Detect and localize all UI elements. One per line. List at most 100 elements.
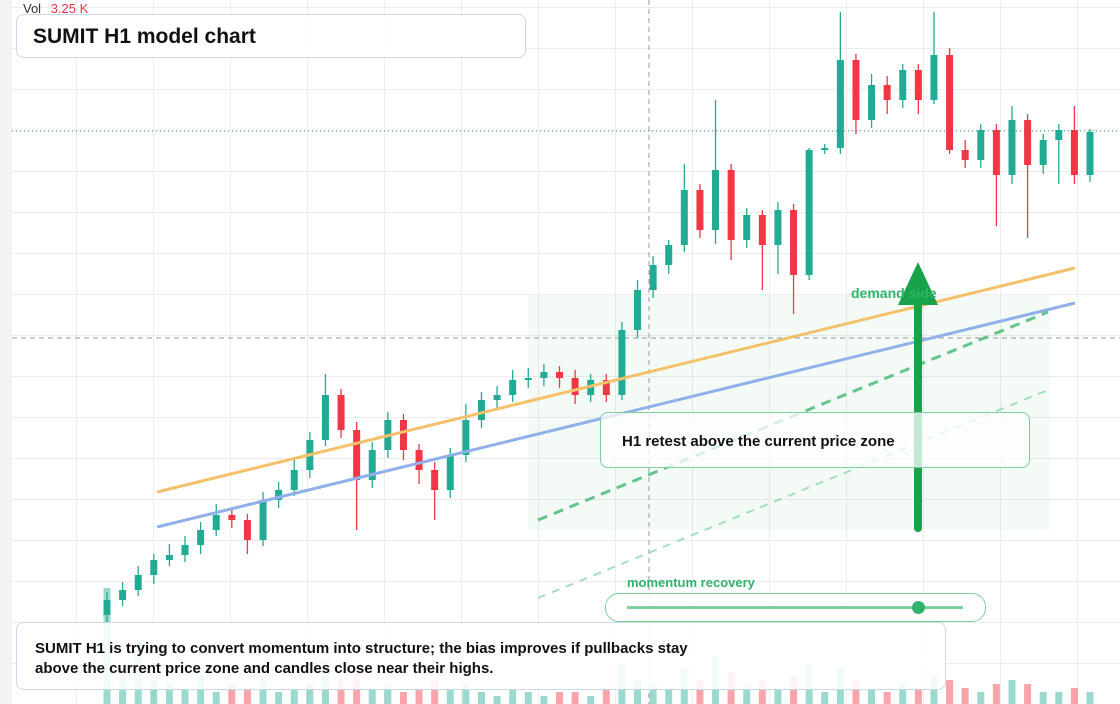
volume-bar (399, 692, 407, 704)
volume-bar (1039, 692, 1047, 704)
candle-body (805, 150, 813, 275)
volume-bar (243, 688, 251, 704)
candle-body (946, 55, 954, 150)
candle-body (618, 330, 626, 395)
candle-body (431, 470, 439, 490)
candle-body (399, 420, 407, 450)
candle-body (977, 130, 985, 160)
volume-bar (415, 688, 423, 704)
volume-bar (883, 692, 891, 704)
arrow-head (898, 262, 938, 305)
zone-label: demand side (851, 285, 937, 301)
candle-body (197, 530, 205, 545)
volume-bar (852, 680, 860, 704)
candle-body (634, 290, 642, 330)
candle-body (571, 378, 579, 395)
candle-body (150, 560, 158, 575)
candle-body (1024, 120, 1032, 165)
momentum-slider (605, 593, 986, 622)
volume-name: Vol (23, 1, 42, 16)
summary-box: SUMIT H1 is trying to convert momentum i… (16, 622, 946, 690)
candle-body (727, 170, 735, 240)
volume-bar (524, 692, 532, 704)
volume-legend: Vol 3.25 K (23, 1, 88, 16)
candle-body (415, 450, 423, 470)
chart-title: SUMIT H1 model chart (33, 25, 256, 48)
candle-body (712, 170, 720, 230)
candle-body (992, 130, 1000, 175)
retest-box: H1 retest above the current price zone (600, 412, 1030, 468)
volume-bar (571, 692, 579, 704)
volume-bar (1024, 684, 1032, 704)
candle-body (914, 70, 922, 100)
candle-body (1086, 132, 1094, 175)
slider-knob (912, 601, 925, 614)
candle-body (181, 545, 189, 555)
channel-line-lower (537, 389, 1049, 599)
summary-text: SUMIT H1 is trying to convert momentum i… (35, 640, 688, 677)
volume-bar (509, 688, 517, 704)
candle-body (680, 190, 688, 245)
candle-body (649, 265, 657, 290)
volume-bar (758, 680, 766, 704)
candle-body (836, 60, 844, 148)
candle-body (446, 455, 454, 490)
volume-bar (992, 684, 1000, 704)
volume-bar (977, 692, 985, 704)
candle-body (899, 70, 907, 100)
candle-body (477, 400, 485, 420)
volume-bar (540, 696, 548, 704)
candle-body (696, 190, 704, 230)
candle-body (1039, 140, 1047, 165)
volume-bar (555, 692, 563, 704)
candle-body (462, 420, 470, 455)
candle-body (493, 395, 501, 400)
candle-body (602, 380, 610, 395)
volume-bar (477, 692, 485, 704)
candle-body (165, 555, 173, 560)
candle-body (961, 150, 969, 160)
candle-body (1070, 130, 1078, 175)
candle-body (228, 515, 236, 520)
candle-body (821, 148, 829, 150)
candle-body (1055, 130, 1063, 140)
volume-bar (634, 680, 642, 704)
candle-body (119, 590, 127, 600)
volume-bar (665, 688, 673, 704)
candle-body (555, 372, 563, 378)
volume-bar (181, 688, 189, 704)
candles (103, 12, 1094, 624)
candle-body (321, 395, 329, 440)
volume-bar (914, 688, 922, 704)
volume-bar (368, 688, 376, 704)
candle-body (259, 500, 267, 540)
momentum-label: momentum recovery (627, 575, 755, 590)
volume-bar (462, 684, 470, 704)
volume-bar (821, 692, 829, 704)
volume-bar (275, 692, 283, 704)
candle-body (930, 55, 938, 100)
candle-body (868, 85, 876, 120)
volume-bar (1086, 692, 1094, 704)
volume-bar (431, 680, 439, 704)
volume-bar (790, 676, 798, 704)
candle-body (243, 520, 251, 540)
slider-track (627, 606, 963, 609)
volume-bar (946, 680, 954, 704)
candle-body (1008, 120, 1016, 175)
candle-body (368, 450, 376, 480)
volume-bar (165, 684, 173, 704)
candle-body (540, 372, 548, 378)
volume-bar (868, 688, 876, 704)
volume-bar (290, 688, 298, 704)
candle-body (743, 215, 751, 240)
candle-body (790, 210, 798, 275)
candle-body (290, 470, 298, 490)
volume-bar (899, 684, 907, 704)
candle-body (883, 85, 891, 100)
candle-body (852, 60, 860, 120)
volume-bar (259, 680, 267, 704)
candle-body (509, 380, 517, 395)
volume-bar (212, 692, 220, 704)
